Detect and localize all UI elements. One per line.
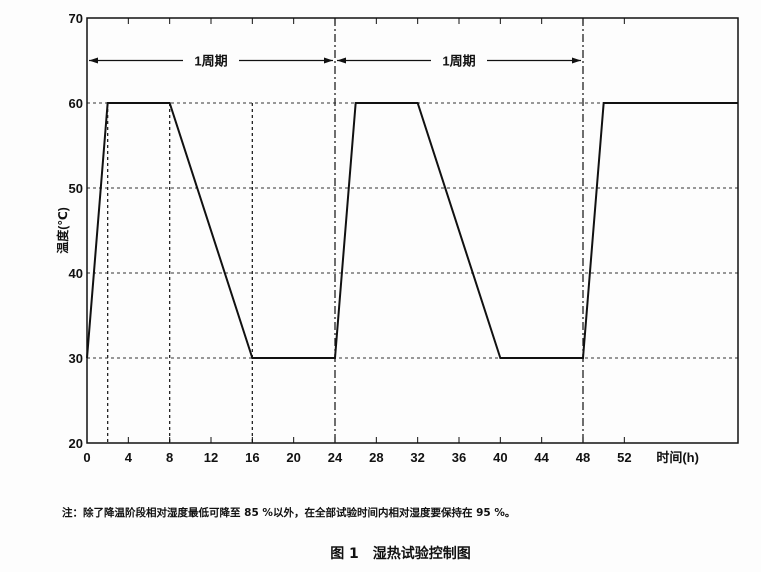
arrow-left-icon	[337, 57, 346, 64]
x-tick-label: 28	[369, 450, 383, 465]
x-tick-label: 36	[452, 450, 466, 465]
x-axis-label: 时间(h)	[656, 450, 699, 465]
period-label: 1周期	[194, 54, 227, 69]
period-label: 1周期	[442, 54, 475, 69]
x-tick-label: 52	[617, 450, 631, 465]
x-tick-label: 40	[493, 450, 507, 465]
x-tick-label: 12	[204, 450, 218, 465]
x-tick-label: 0	[83, 450, 90, 465]
temperature-line	[86, 102, 738, 359]
y-tick-label: 30	[69, 351, 83, 366]
arrow-right-icon	[324, 57, 333, 64]
y-axis-label: 温度(℃)	[55, 207, 70, 254]
y-tick-label: 60	[69, 96, 83, 111]
x-tick-label: 24	[328, 450, 343, 465]
x-tick-label: 8	[166, 450, 173, 465]
note-text: 注：除了降温阶段相对湿度最低可降至 85 %以外，在全部试验时间内相对湿度要保持…	[62, 507, 516, 519]
arrow-right-icon	[572, 57, 581, 64]
x-tick-label: 20	[286, 450, 300, 465]
figure-caption: 图 1 湿热试验控制图	[330, 546, 471, 562]
x-tick-label: 48	[576, 450, 590, 465]
x-tick-label: 16	[245, 450, 259, 465]
y-tick-label: 40	[69, 266, 83, 281]
x-tick-label: 32	[410, 450, 424, 465]
y-tick-label: 20	[69, 436, 83, 451]
temperature-chart: 0 4 8 12 16 20 24 28 32 36 40 44 48 52203040506070时间(…	[55, 11, 739, 465]
x-tick-label: 44	[534, 450, 549, 465]
x-tick-label: 4	[125, 450, 133, 465]
y-tick-label: 50	[69, 181, 83, 196]
plot-frame	[86, 17, 739, 444]
arrow-left-icon	[89, 57, 98, 64]
y-tick-label: 70	[69, 11, 83, 26]
